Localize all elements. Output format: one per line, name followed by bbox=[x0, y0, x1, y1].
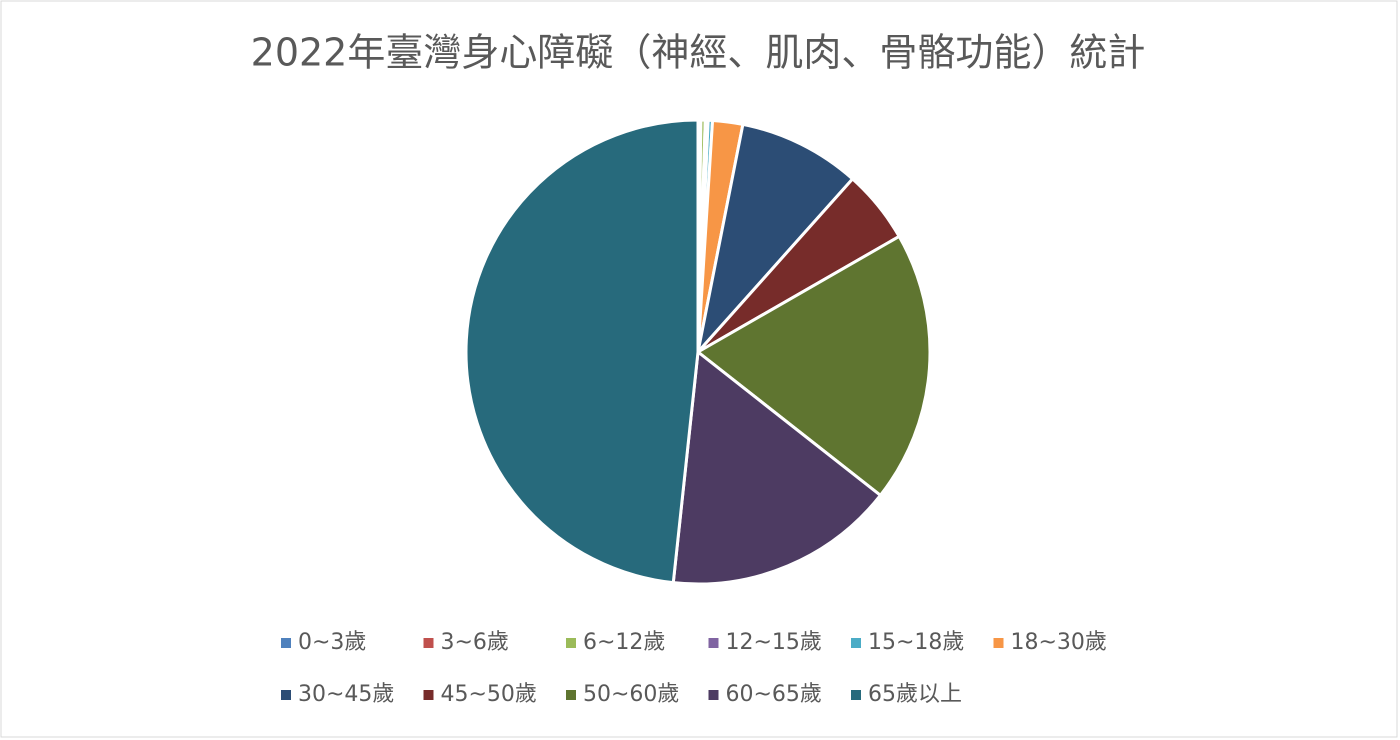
pie-slice bbox=[695, 122, 855, 358]
legend-swatch bbox=[423, 638, 434, 648]
legend-label: 18~30歲 bbox=[1011, 630, 1107, 655]
legend-label: 6~12歲 bbox=[583, 630, 665, 655]
legend-label: 50~60歲 bbox=[583, 682, 679, 707]
legend-swatch bbox=[993, 638, 1004, 648]
chart-title: 2022年臺灣身心障礙（神經、肌肉、骨骼功能）統計 bbox=[251, 31, 1146, 75]
legend-label: 15~18歲 bbox=[868, 630, 964, 655]
legend-swatch bbox=[851, 690, 861, 700]
legend-label: 12~15歲 bbox=[726, 630, 822, 655]
legend-swatch bbox=[281, 638, 291, 648]
legend-label: 0~3歲 bbox=[298, 630, 366, 655]
pie-slice bbox=[464, 118, 700, 585]
pie-slice bbox=[695, 234, 932, 498]
legend-swatch bbox=[423, 690, 434, 700]
legend-swatch bbox=[708, 638, 719, 648]
legend-swatch bbox=[566, 638, 576, 648]
legend-swatch bbox=[281, 690, 291, 700]
legend-label: 45~50歲 bbox=[441, 682, 537, 707]
legend-swatch bbox=[851, 638, 861, 648]
legend-label: 60~65歲 bbox=[726, 682, 822, 707]
legend-label: 30~45歲 bbox=[298, 682, 394, 707]
legend-swatch bbox=[566, 690, 576, 700]
pie-slice bbox=[671, 349, 883, 586]
legend-label: 3~6歲 bbox=[441, 630, 509, 655]
legend-swatch bbox=[708, 690, 719, 700]
legend-label: 65歲以上 bbox=[868, 682, 962, 707]
